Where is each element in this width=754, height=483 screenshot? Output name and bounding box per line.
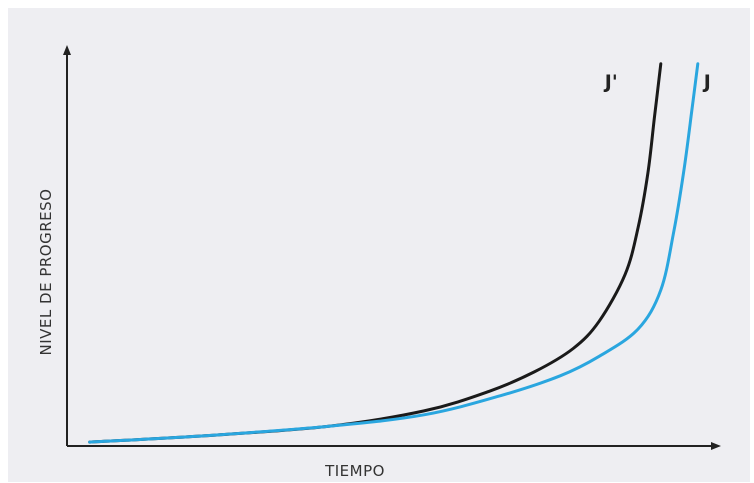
x-axis-label: TIEMPO: [324, 462, 385, 480]
y-axis-label: NIVEL DE PROGRESO: [37, 189, 55, 356]
series-line-1: [88, 62, 663, 444]
chart-panel: [8, 8, 750, 482]
series-label-1: J': [603, 71, 618, 93]
series-label-2: J: [702, 71, 711, 93]
series-line-2: [88, 62, 700, 444]
series-layer: J' J: [88, 62, 711, 444]
